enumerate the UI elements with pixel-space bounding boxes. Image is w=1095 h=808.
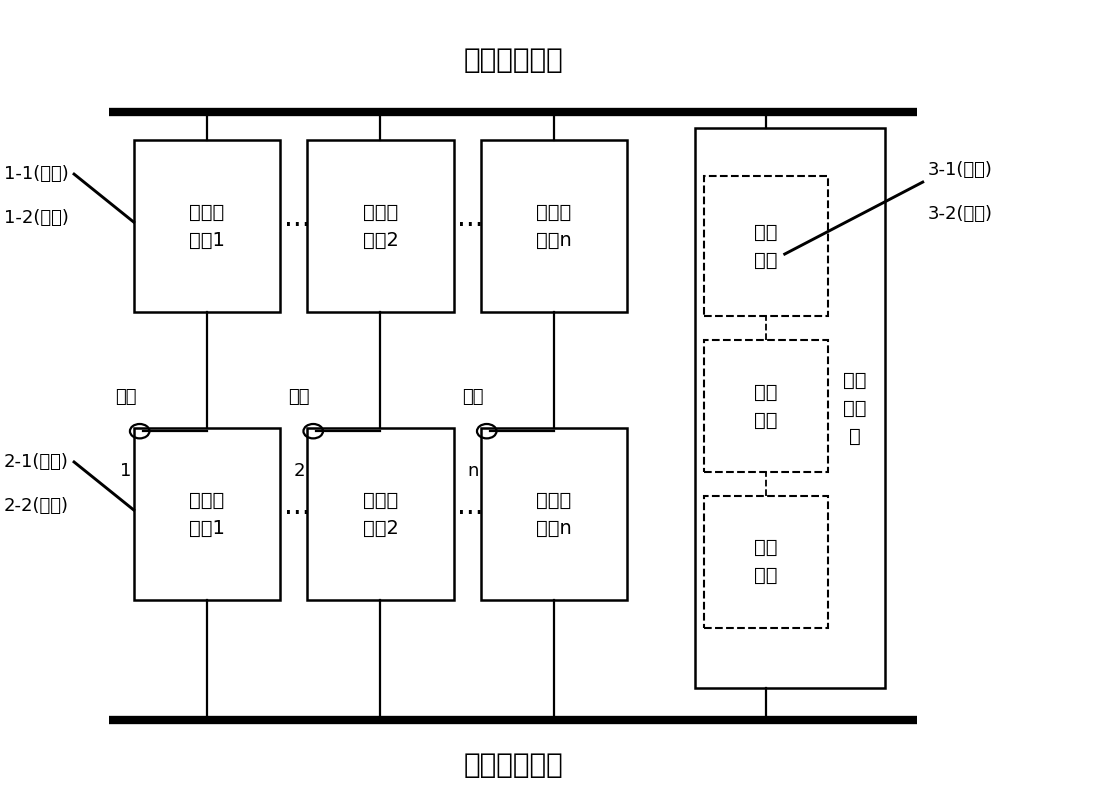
Text: ···: ···	[284, 212, 310, 240]
Text: 端口: 端口	[288, 388, 310, 406]
Bar	[704, 176, 829, 316]
Text: 断流
单元: 断流 单元	[754, 222, 777, 270]
Text: 上通流
支路n: 上通流 支路n	[537, 203, 572, 250]
Text: 上通流
支路1: 上通流 支路1	[189, 203, 224, 250]
Bar	[704, 340, 829, 472]
Bar	[134, 428, 280, 600]
Text: 2-2(负极): 2-2(负极)	[3, 497, 69, 515]
Text: 1-1(正极): 1-1(正极)	[3, 165, 68, 183]
Text: 断流
单元: 断流 单元	[754, 382, 777, 430]
Bar	[308, 428, 453, 600]
Bar	[134, 140, 280, 312]
Text: 第二直流母线: 第二直流母线	[464, 751, 564, 780]
Text: 1-2(负极): 1-2(负极)	[3, 209, 69, 227]
Bar	[704, 496, 829, 628]
Text: ···: ···	[457, 500, 484, 528]
Text: 3-2(负极): 3-2(负极)	[929, 205, 993, 223]
Text: 断流
单元: 断流 单元	[754, 538, 777, 586]
Bar	[481, 140, 627, 312]
Text: 端口: 端口	[115, 388, 137, 406]
Bar	[481, 428, 627, 600]
Text: 2: 2	[293, 461, 304, 480]
Text: 第一直流母线: 第一直流母线	[464, 46, 564, 74]
Bar	[695, 128, 885, 688]
Text: 下通流
支路n: 下通流 支路n	[537, 490, 572, 537]
Text: 1: 1	[119, 461, 131, 480]
Text: ···: ···	[284, 500, 310, 528]
Text: ···: ···	[457, 212, 484, 240]
Text: 主断
流支
路: 主断 流支 路	[843, 371, 866, 445]
Text: 上通流
支路2: 上通流 支路2	[362, 203, 399, 250]
Text: 下通流
支路2: 下通流 支路2	[362, 490, 399, 537]
Text: 3-1(正极): 3-1(正极)	[929, 161, 993, 179]
Text: 端口: 端口	[462, 388, 483, 406]
Text: n: n	[466, 461, 479, 480]
Bar	[308, 140, 453, 312]
Text: 下通流
支路1: 下通流 支路1	[189, 490, 224, 537]
Text: 2-1(正极): 2-1(正极)	[3, 453, 69, 471]
